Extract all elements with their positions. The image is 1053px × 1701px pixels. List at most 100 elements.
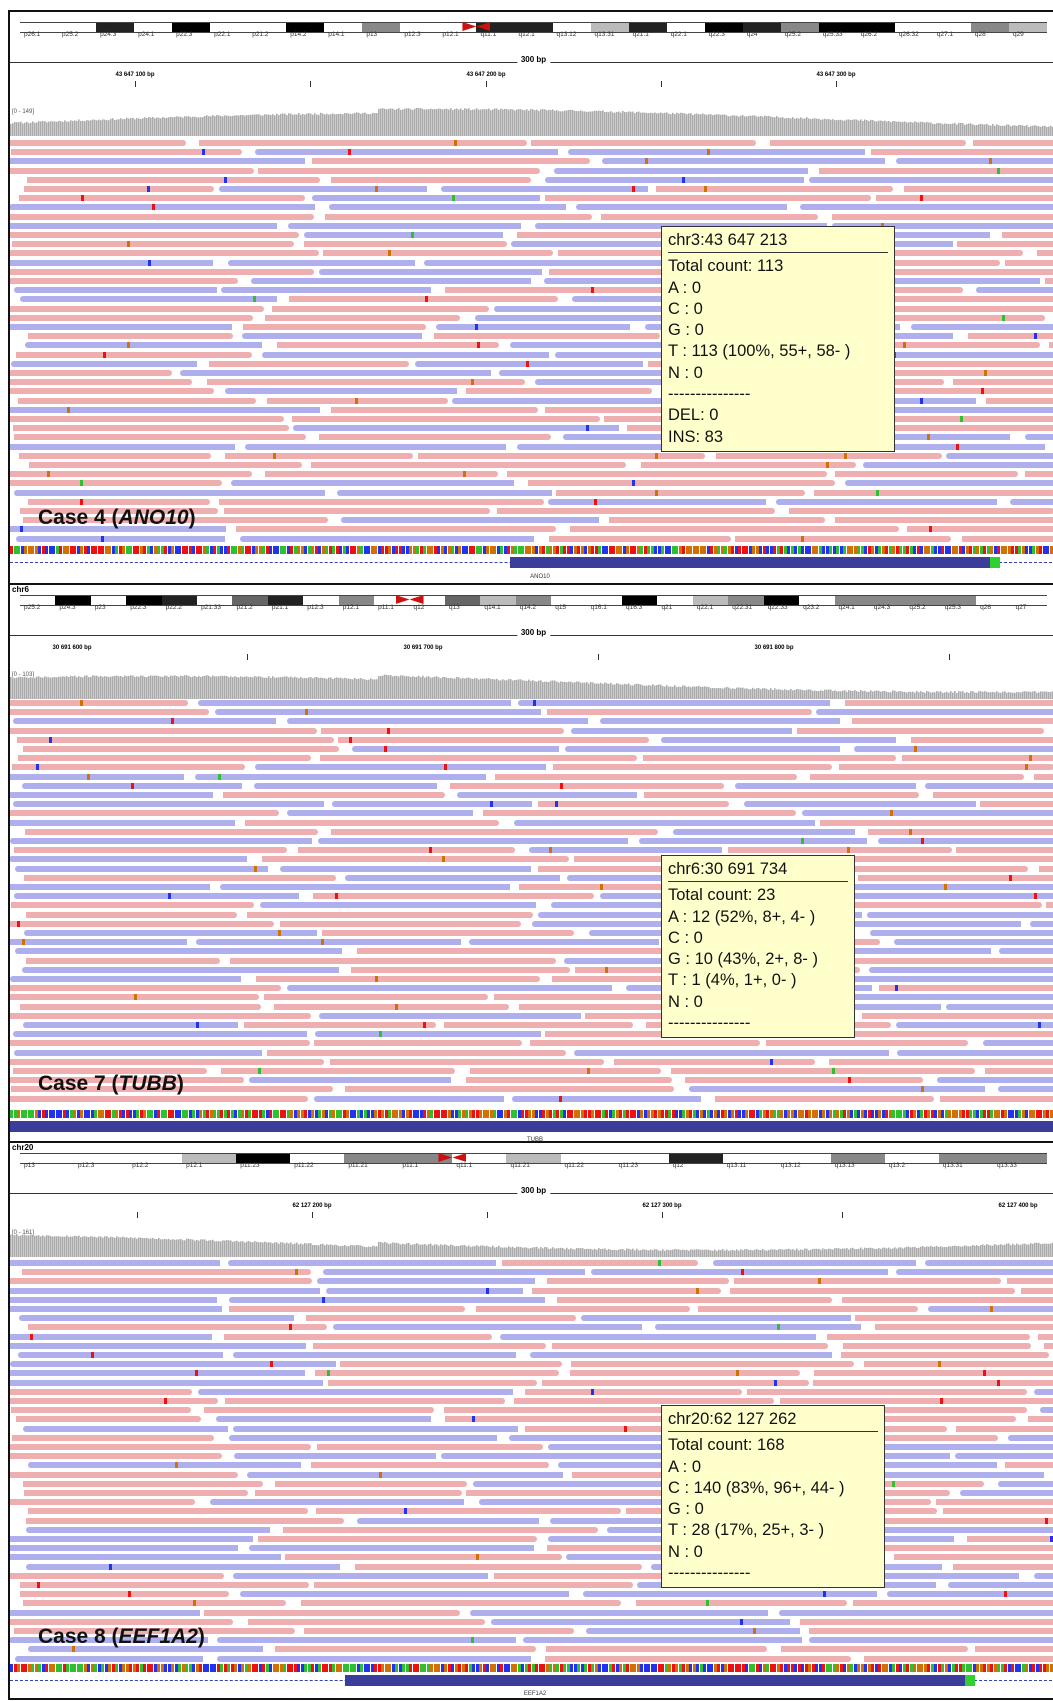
aligned-read[interactable] (10, 1554, 281, 1561)
aligned-read[interactable] (10, 1444, 311, 1450)
aligned-read[interactable] (10, 406, 320, 413)
aligned-read[interactable] (845, 480, 1053, 487)
aligned-read[interactable] (351, 966, 570, 973)
aligned-read[interactable] (287, 985, 612, 992)
aligned-read[interactable] (198, 700, 511, 706)
aligned-read[interactable] (23, 1425, 228, 1432)
aligned-read[interactable] (545, 1031, 776, 1038)
aligned-read[interactable] (22, 966, 339, 973)
aligned-read[interactable] (643, 755, 896, 762)
aligned-read[interactable] (10, 1453, 222, 1460)
aligned-read[interactable] (510, 342, 728, 349)
aligned-read[interactable] (685, 1077, 923, 1084)
aligned-read[interactable] (352, 746, 559, 752)
aligned-read[interactable] (10, 1287, 320, 1294)
aligned-read[interactable] (23, 1600, 286, 1607)
aligned-read[interactable] (20, 508, 218, 514)
aligned-read[interactable] (15, 948, 342, 955)
aligned-read[interactable] (26, 957, 220, 964)
aligned-read[interactable] (839, 764, 1053, 771)
aligned-read[interactable] (894, 939, 1053, 946)
aligned-read[interactable] (907, 526, 1053, 533)
aligned-read[interactable] (357, 948, 675, 955)
aligned-read[interactable] (313, 893, 594, 900)
aligned-read[interactable] (1038, 1333, 1053, 1340)
aligned-read[interactable] (14, 489, 325, 496)
aligned-read[interactable] (225, 452, 413, 459)
aligned-read[interactable] (656, 186, 893, 192)
aligned-read[interactable] (10, 1388, 192, 1395)
aligned-read[interactable] (10, 259, 213, 266)
aligned-read[interactable] (314, 1582, 633, 1588)
aligned-read[interactable] (11, 902, 254, 909)
aligned-read[interactable] (10, 792, 213, 798)
aligned-read[interactable] (13, 718, 276, 725)
aligned-read[interactable] (285, 1554, 562, 1561)
aligned-read[interactable] (583, 1591, 877, 1598)
aligned-read[interactable] (14, 1628, 295, 1634)
aligned-read[interactable] (199, 140, 527, 146)
aligned-read[interactable] (10, 1040, 310, 1047)
aligned-read[interactable] (854, 746, 1053, 752)
aligned-read[interactable] (314, 1040, 522, 1047)
aligned-read[interactable] (280, 865, 531, 872)
aligned-read[interactable] (780, 902, 1042, 909)
aligned-read[interactable] (320, 755, 637, 762)
aligned-read[interactable] (18, 397, 256, 404)
aligned-read[interactable] (317, 1278, 535, 1285)
aligned-read[interactable] (20, 1582, 309, 1588)
aligned-read[interactable] (13, 801, 324, 808)
aligned-read[interactable] (12, 764, 245, 771)
aligned-read[interactable] (968, 333, 1053, 340)
aligned-read[interactable] (28, 333, 233, 340)
aligned-read[interactable] (778, 370, 1053, 376)
aligned-read[interactable] (264, 994, 488, 1001)
aligned-read[interactable] (897, 1049, 1053, 1056)
aligned-read[interactable] (925, 1260, 1053, 1266)
aligned-read[interactable] (10, 1618, 233, 1625)
aligned-read[interactable] (511, 241, 746, 248)
aligned-read[interactable] (298, 847, 515, 854)
gene-track[interactable] (10, 556, 1053, 570)
aligned-read[interactable] (10, 526, 226, 533)
aligned-read[interactable] (568, 149, 865, 156)
aligned-read[interactable] (306, 1315, 576, 1322)
aligned-read[interactable] (805, 250, 1023, 257)
aligned-read[interactable] (767, 305, 1053, 312)
aligned-read[interactable] (445, 1416, 703, 1423)
aligned-read[interactable] (325, 213, 592, 220)
aligned-read[interactable] (1028, 1416, 1053, 1423)
aligned-read[interactable] (545, 195, 871, 202)
coverage-track[interactable]: [0 - 161] (10, 1229, 1053, 1257)
aligned-read[interactable] (217, 1637, 516, 1644)
aligned-read[interactable] (312, 158, 590, 165)
aligned-read[interactable] (10, 1471, 238, 1478)
aligned-read[interactable] (960, 1490, 1053, 1496)
aligned-read[interactable] (20, 1003, 261, 1010)
aligned-read[interactable] (228, 1260, 496, 1266)
aligned-read[interactable] (10, 268, 314, 275)
aligned-read[interactable] (1039, 865, 1053, 872)
aligned-read[interactable] (855, 1517, 1053, 1524)
aligned-read[interactable] (814, 1370, 1053, 1377)
aligned-read[interactable] (853, 1600, 1053, 1607)
gene-track[interactable] (10, 1674, 1053, 1688)
aligned-read[interactable] (210, 1499, 464, 1506)
aligned-read[interactable] (13, 1068, 207, 1074)
aligned-read[interactable] (854, 406, 1053, 413)
aligned-read[interactable] (1034, 1572, 1053, 1579)
aligned-read[interactable] (265, 471, 498, 478)
aligned-read[interactable] (313, 1342, 546, 1349)
aligned-read[interactable] (311, 462, 626, 468)
aligned-read[interactable] (10, 416, 284, 422)
aligned-read[interactable] (538, 801, 729, 808)
aligned-read[interactable] (22, 1269, 311, 1276)
aligned-read[interactable] (576, 204, 787, 211)
aligned-read[interactable] (864, 1361, 1053, 1368)
aligned-read[interactable] (956, 1425, 1053, 1432)
aligned-read[interactable] (244, 1022, 436, 1028)
aligned-read[interactable] (247, 1471, 563, 1478)
aligned-read[interactable] (10, 232, 299, 238)
aligned-read[interactable] (948, 1582, 1053, 1588)
aligned-read[interactable] (542, 1379, 809, 1386)
